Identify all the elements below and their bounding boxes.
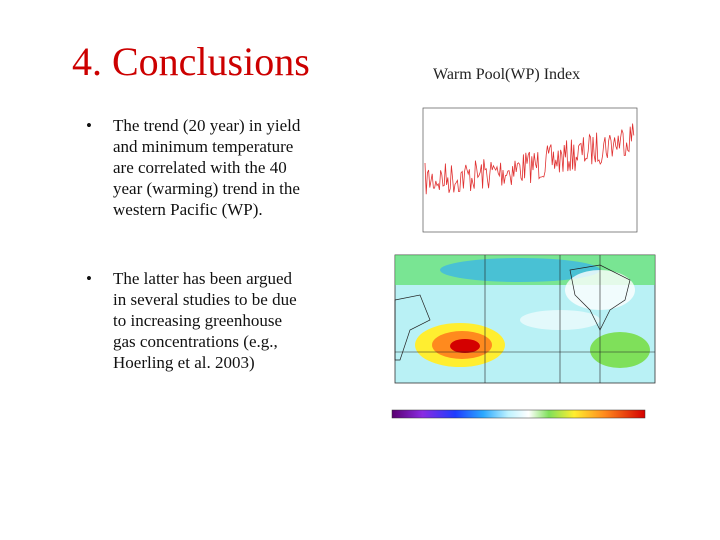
bullet-dot: •	[86, 269, 92, 288]
slide-title: 4. Conclusions	[72, 39, 310, 84]
bullet-dot: •	[86, 116, 92, 135]
bullet: • The latter has been argued in several st…	[86, 268, 297, 373]
bullet: • The trend (20 year) in yield and minimum…	[86, 115, 300, 220]
text-line: in several studies to be due	[113, 290, 297, 309]
text-line: are correlated with the 40	[113, 158, 287, 177]
text-line: to increasing greenhouse	[113, 311, 282, 330]
text-line: western Pacific (WP).	[113, 200, 263, 219]
anomaly-map	[394, 254, 656, 384]
color-bar	[391, 409, 646, 419]
bullet-text: The latter has been argued in several stu…	[113, 268, 297, 373]
figure-title: Warm Pool(WP) Index	[433, 66, 581, 83]
text-line: year (warming) trend in the	[113, 179, 300, 198]
text-line: Hoerling et al. 2003)	[113, 353, 255, 372]
bullet-text: The trend (20 year) in yield and minimum …	[113, 115, 300, 220]
text-line: and minimum temperature	[113, 137, 294, 156]
text-line: gas concentrations (e.g.,	[113, 332, 278, 351]
text-line: The trend (20 year) in yield	[113, 116, 301, 135]
text-line: The latter has been argued	[113, 269, 293, 288]
index-plot	[422, 107, 638, 233]
